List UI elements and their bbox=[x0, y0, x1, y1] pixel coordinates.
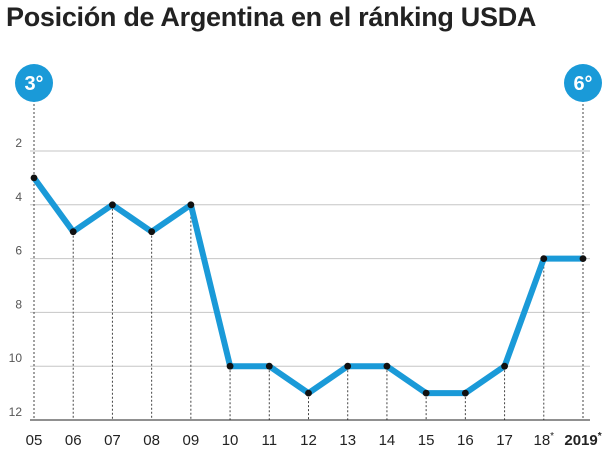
data-point bbox=[579, 255, 587, 262]
x-tick-label: 09 bbox=[183, 432, 200, 449]
series-line bbox=[31, 174, 586, 397]
y-tick-label: 4 bbox=[15, 190, 22, 204]
y-tick-label: 6 bbox=[15, 244, 22, 258]
data-point bbox=[226, 362, 234, 370]
x-tick-label: 13 bbox=[339, 432, 356, 449]
grid-layer bbox=[30, 150, 590, 367]
data-point bbox=[148, 228, 156, 236]
data-point bbox=[30, 174, 38, 182]
rank-badge bbox=[15, 64, 53, 102]
x-tick-label: 2019* bbox=[564, 431, 601, 449]
rank-badge bbox=[564, 64, 602, 102]
x-tick-label: 11 bbox=[261, 432, 277, 449]
x-tick-label: 16 bbox=[457, 432, 474, 449]
data-point bbox=[69, 228, 77, 236]
data-point bbox=[461, 389, 469, 397]
x-tick-label: 10 bbox=[222, 432, 239, 449]
x-tick-label: 05 bbox=[26, 432, 43, 449]
rank-badge-label: 3° bbox=[24, 73, 43, 95]
x-tick-label: 08 bbox=[143, 432, 160, 449]
data-point bbox=[344, 362, 352, 370]
x-tick-label: 17 bbox=[496, 432, 513, 449]
data-point bbox=[540, 255, 548, 262]
y-tick-label: 10 bbox=[9, 351, 23, 365]
series-layer bbox=[31, 174, 586, 397]
chart-title: Posición de Argentina en el ránking USDA bbox=[6, 2, 537, 32]
x-tick-label: 07 bbox=[104, 432, 121, 449]
y-tick-label: 8 bbox=[15, 297, 22, 311]
y-tick-label: 2 bbox=[15, 136, 22, 150]
data-point bbox=[422, 389, 430, 397]
badge-layer: 3° 6° bbox=[15, 64, 602, 102]
data-point bbox=[501, 362, 508, 370]
data-point bbox=[265, 362, 273, 370]
data-point bbox=[383, 362, 391, 370]
point-layer bbox=[30, 174, 587, 397]
x-tick-label: 06 bbox=[65, 432, 82, 449]
x-tick-label: 18* bbox=[533, 431, 554, 449]
x-tick-label: 12 bbox=[300, 432, 317, 449]
rank-badge-label: 6° bbox=[573, 73, 592, 95]
x-tick-label: 14 bbox=[379, 432, 396, 449]
data-point bbox=[109, 201, 116, 209]
data-point bbox=[305, 389, 312, 397]
y-tick-label: 12 bbox=[9, 405, 23, 419]
data-point bbox=[187, 201, 195, 209]
x-tick-label: 15 bbox=[418, 432, 435, 449]
